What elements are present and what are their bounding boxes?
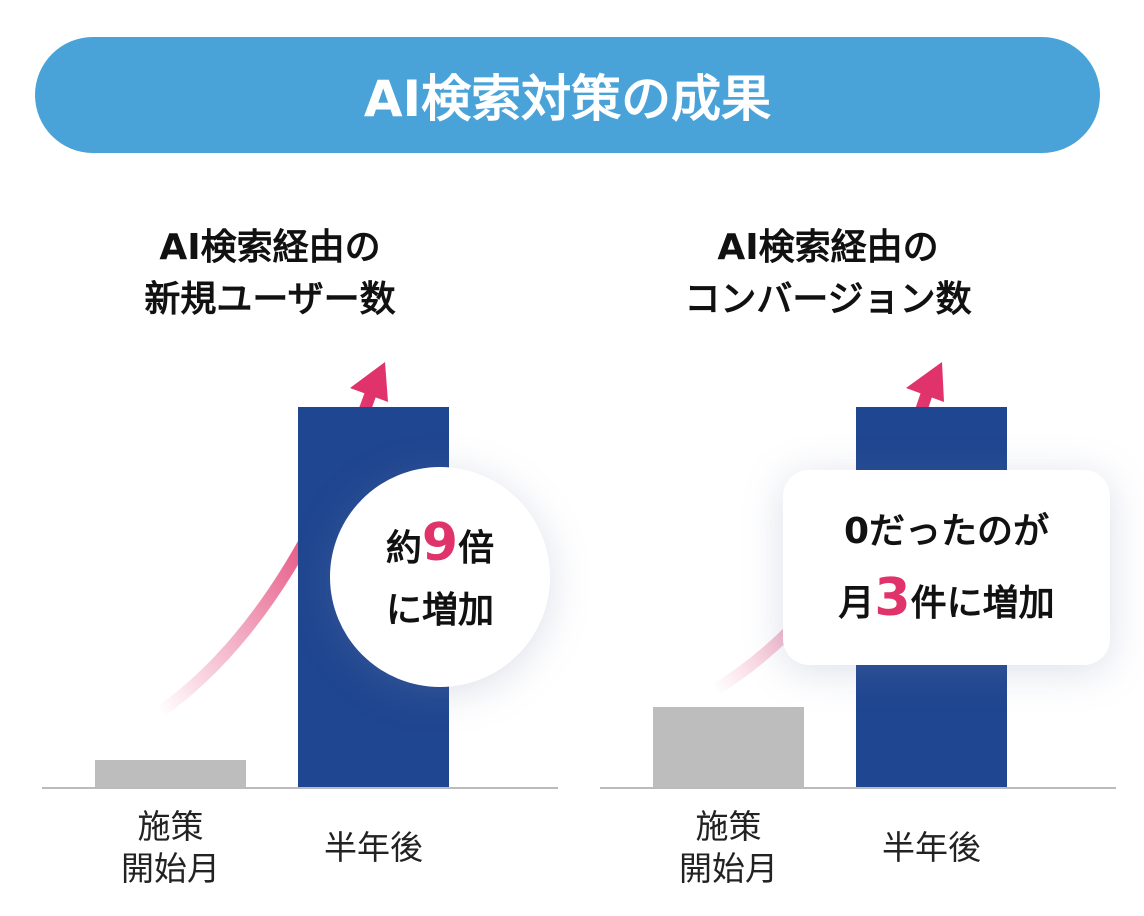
annotation-text: 0だったのが [843,510,1050,552]
annotation-text: に増加 [385,590,494,631]
x-tick-label: 半年後 [324,828,423,867]
arrow-head [906,362,944,402]
chart-title: 新規ユーザー数 [144,279,396,320]
annotation-text: 約 [385,528,422,569]
chart-title: AI検索経由の [159,227,381,268]
annotation-text: 月 [838,582,875,624]
annotation-line: 月3件に増加 [838,565,1054,637]
annotation-line: 0だったのが [844,499,1049,565]
chart-title: コンバージョン数 [684,279,972,320]
annotation-line: に増加 [386,580,494,642]
arrow-head [350,362,388,402]
annotation-text: 件 [910,582,947,624]
annotation-number: 3 [874,567,911,628]
annotation-text: 倍 [458,528,495,569]
chart-title: AI検索経由の [717,227,939,268]
annotation: 0だったのが 月3件に増加 [783,470,1110,665]
x-tick-label: 半年後 [882,828,981,867]
header-title: AI検索対策の成果 [35,37,1100,153]
x-tick-label: 施策 開始月 [679,807,778,888]
bar [653,707,804,787]
annotation-line: 約9倍 [386,512,494,580]
annotation: 約9倍 に増加 [330,467,550,687]
x-tick-label: 施策 開始月 [121,807,220,888]
bar [95,760,246,787]
annotation-number: 9 [421,513,459,573]
baseline [600,787,1116,789]
annotation-text: に増加 [946,582,1055,624]
baseline [42,787,558,789]
